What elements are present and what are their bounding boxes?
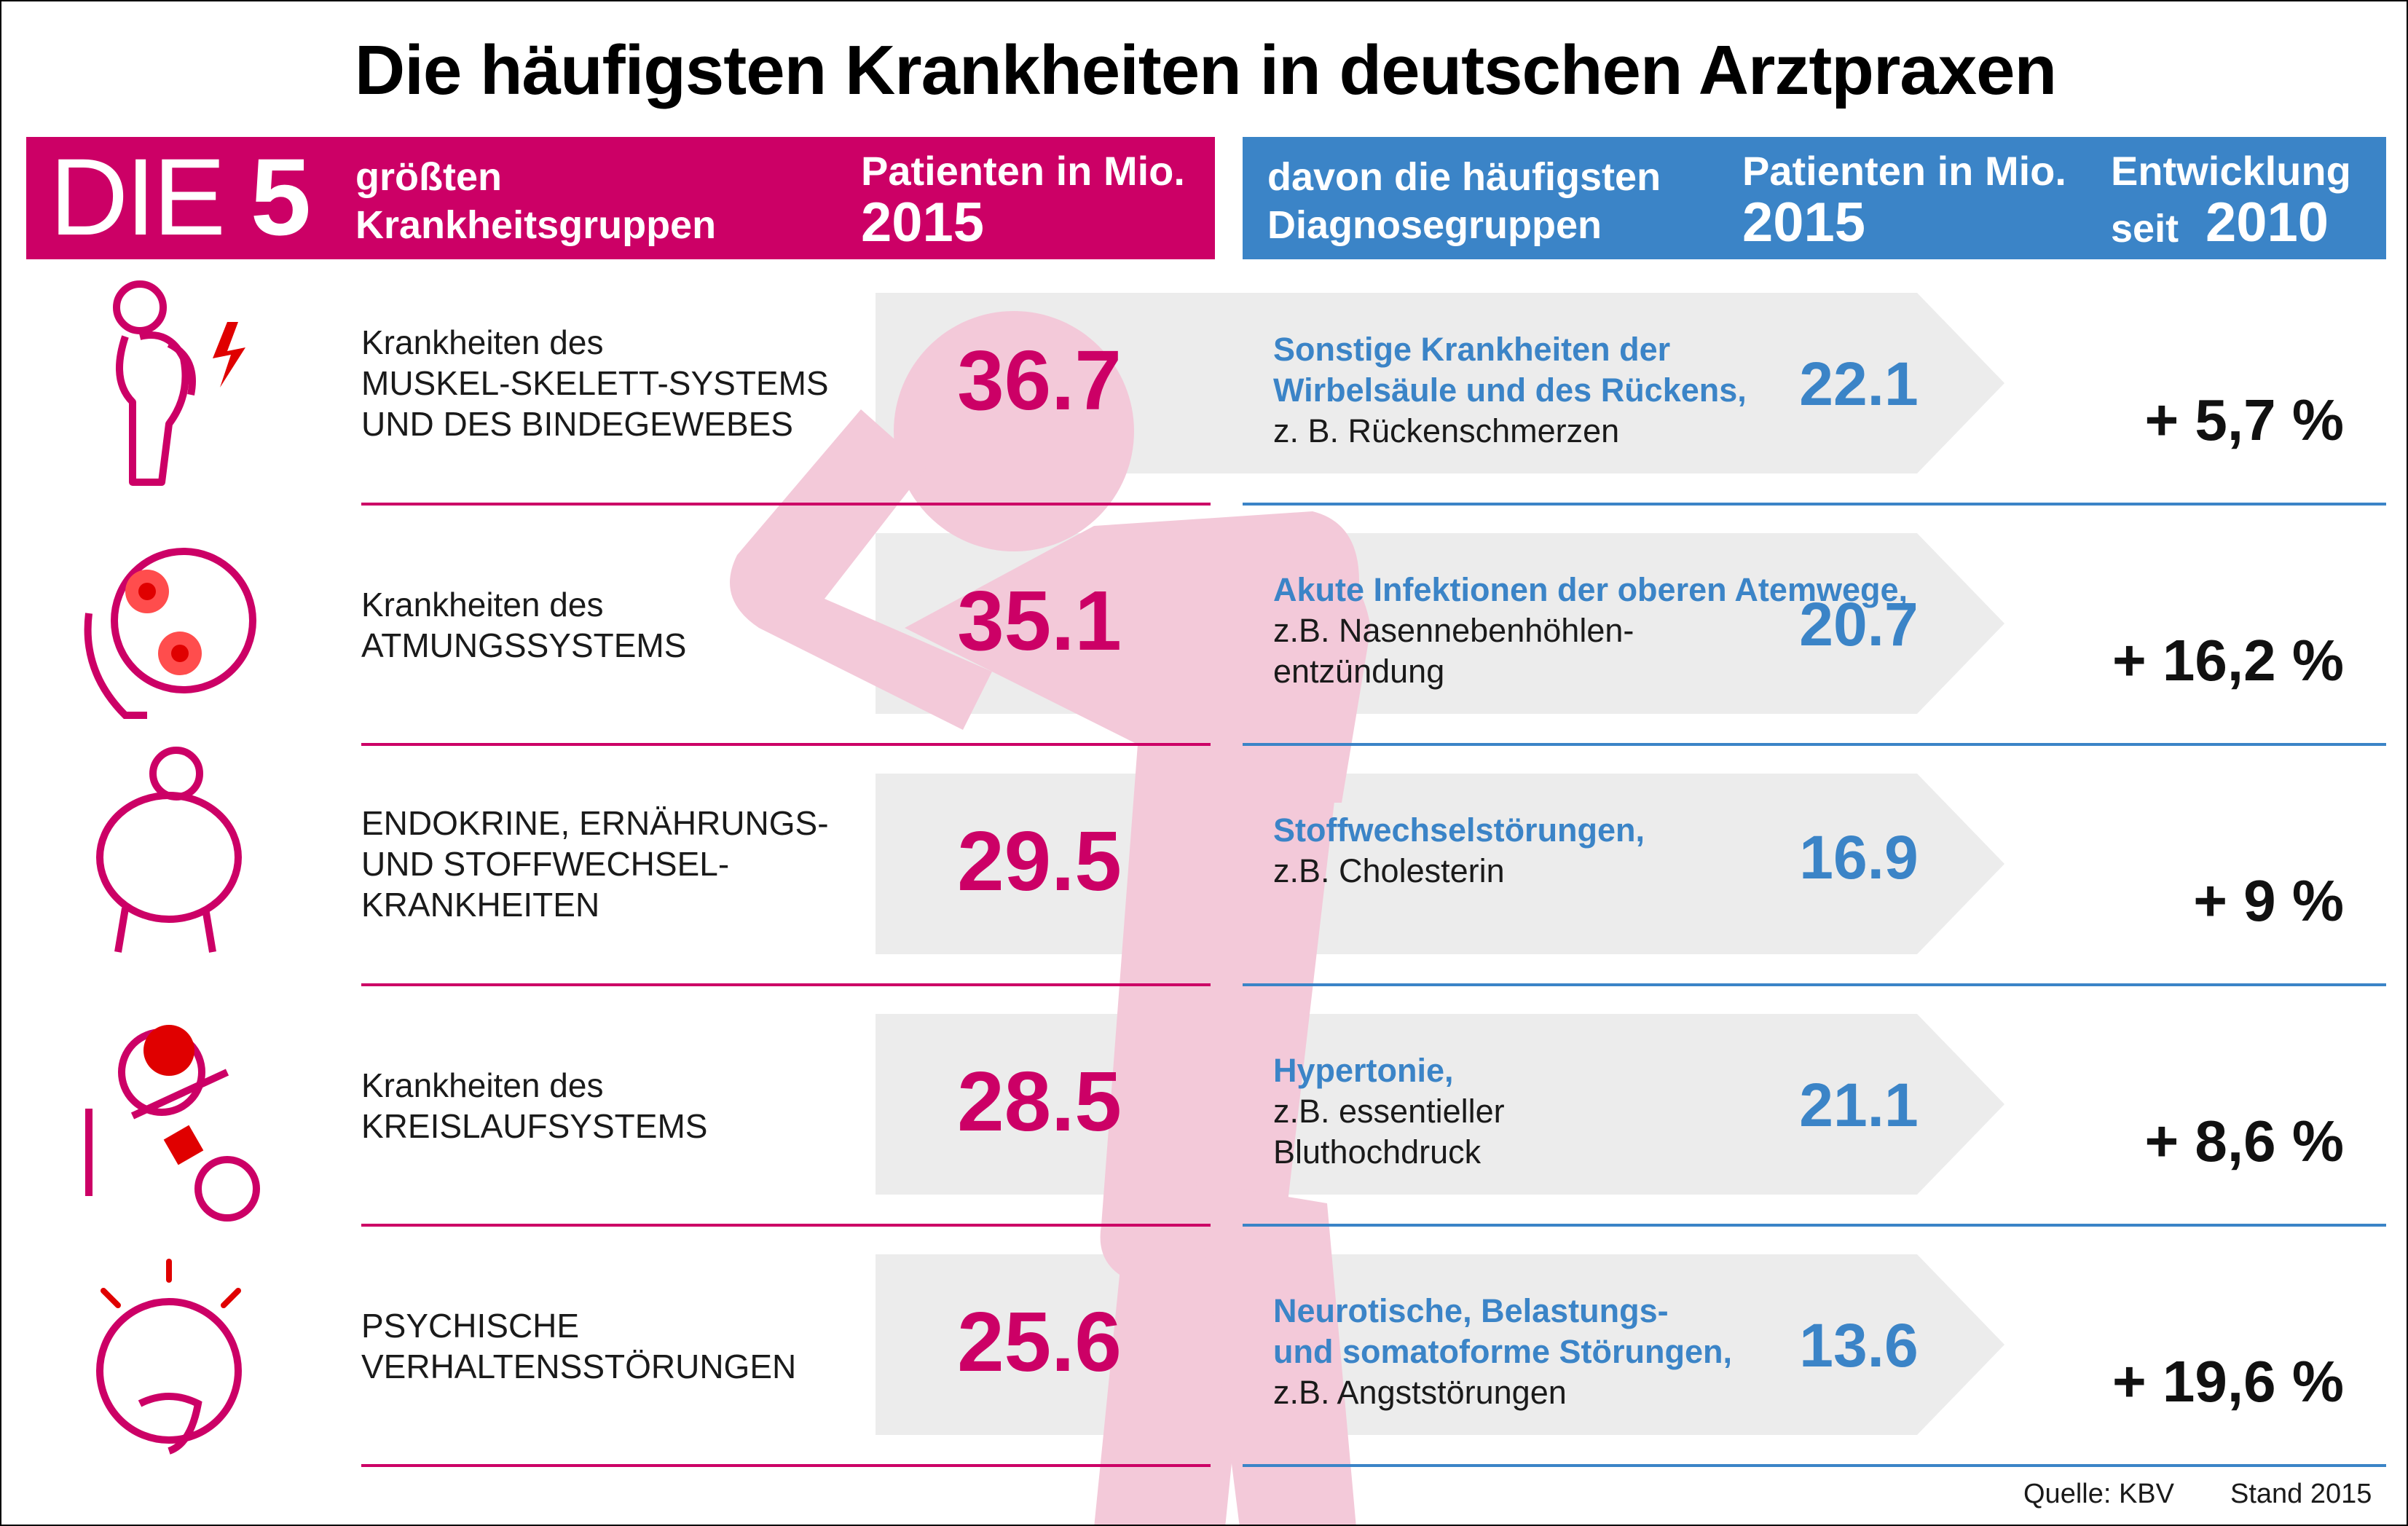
separator-line-left [361, 503, 1211, 506]
group-label-line: UND STOFFWECHSEL- [361, 845, 730, 883]
diagnosis-value: 22.1 [1799, 350, 1919, 418]
diagnosis-line: Stoffwechselstörungen, [1273, 811, 1645, 849]
diagnosis-value: 16.9 [1799, 823, 1919, 892]
diagnosis-example-line: entzündung [1273, 653, 1445, 690]
subtitle-line-1: größten [355, 155, 502, 199]
group-label-line: Krankheiten des [361, 323, 604, 361]
group-label-line: UND DES BINDEGEWEBES [361, 405, 793, 443]
diagnosis-line: Akute Infektionen der oberen Atemwege, [1273, 571, 1908, 608]
group-value: 28.5 [957, 1054, 1122, 1149]
page-title: Die häufigsten Krankheiten in deutschen … [354, 31, 2057, 109]
diagnosis-label: Neurotische, Belastungs-und somatoforme … [1273, 1291, 1732, 1413]
header-right: davon die häufigsten Diagnosegruppen Pat… [1243, 137, 2386, 259]
separator-line-right [1243, 1464, 2386, 1467]
die-5-label: DIE 5 [50, 135, 311, 258]
diagnosis-line: Sonstige Krankheiten der [1273, 331, 1671, 368]
year-label-left: 2015 [861, 192, 985, 253]
trend-value: + 8,6 % [2144, 1109, 2344, 1173]
diagnosis-example-line: z.B. Nasennebenhöhlen- [1273, 612, 1634, 649]
trend-label: Entwicklung [2111, 148, 2351, 194]
diagnosis-label: Stoffwechselstörungen, z.B. Cholesterin [1273, 810, 1645, 892]
subtitle-line-1: davon die häufigsten [1267, 155, 1661, 199]
separator-line-right [1243, 743, 2386, 746]
diagnosis-example-line: z.B. essentieller [1273, 1093, 1505, 1130]
diagnosis-label: Hypertonie, z.B. essentieller Bluthochdruc… [1273, 1050, 1505, 1173]
group-value: 35.1 [957, 573, 1122, 668]
group-label-line: ATMUNGSSYSTEMS [361, 626, 687, 664]
separator-line-left [361, 983, 1211, 986]
header-right-subtitle: davon die häufigsten Diagnosegruppen [1267, 153, 1661, 249]
five-text: 5 [250, 135, 311, 258]
group-label: Krankheiten des KREISLAUFSYSTEMS [361, 1065, 707, 1147]
patients-label-left: Patienten in Mio. [861, 148, 1185, 194]
diagnosis-example-line: Bluthochdruck [1273, 1133, 1482, 1171]
patients-label-right: Patienten in Mio. [1742, 148, 2066, 194]
trend-value: + 19,6 % [2112, 1349, 2344, 1414]
separator-line-right [1243, 983, 2386, 986]
group-label: Krankheiten des ATMUNGSSYSTEMS [361, 584, 686, 666]
diagnosis-example-line: z. B. Rückenschmerzen [1273, 412, 1620, 449]
diagnosis-line: und somatoforme Störungen, [1273, 1333, 1732, 1370]
header-left: DIE 5 größten Krankheitsgruppen Patiente… [26, 137, 1215, 259]
group-label: PSYCHISCHE VERHALTENSSTÖRUNGEN [361, 1305, 796, 1387]
source-label: Quelle: KBV [2023, 1479, 2174, 1509]
trend-value: + 5,7 % [2144, 388, 2344, 452]
separator-line-left [361, 743, 1211, 746]
separator-line-right [1243, 503, 2386, 506]
diagnosis-value: 21.1 [1799, 1071, 1919, 1139]
group-value: 25.6 [957, 1294, 1122, 1389]
separator-line-left [361, 1464, 1211, 1467]
stand-label: Stand 2015 [2230, 1479, 2372, 1509]
anxious-face-icon [96, 1259, 242, 1455]
back-pain-icon [113, 280, 245, 486]
diagnosis-line: Hypertonie, [1273, 1052, 1454, 1089]
header-left-subtitle: größten Krankheitsgruppen [355, 153, 716, 249]
diagnosis-example-line: z.B. Angststörungen [1273, 1374, 1567, 1411]
group-label: ENDOKRINE, ERNÄHRUNGS- UND STOFFWECHSEL- K… [361, 803, 829, 925]
group-label-line: KRANKHEITEN [361, 886, 600, 924]
diagnosis-line: Neurotische, Belastungs- [1273, 1292, 1669, 1329]
subtitle-line-2: Diagnosegruppen [1267, 203, 1602, 247]
group-label-line: VERHALTENSSTÖRUNGEN [361, 1348, 797, 1385]
separator-line-left [361, 1224, 1211, 1227]
diagnosis-line: Wirbelsäule und des Rückens, [1273, 371, 1747, 409]
die-text: DIE [50, 135, 226, 258]
subtitle-line-2: Krankheitsgruppen [355, 203, 717, 247]
separator-line-right [1243, 1224, 2386, 1227]
diagnosis-value: 20.7 [1799, 590, 1919, 658]
group-label: Krankheiten des MUSKEL-SKELETT-SYSTEMS UND… [361, 322, 829, 444]
trend-since-label: seit [2111, 207, 2179, 251]
diagnosis-label: Sonstige Krankheiten der Wirbelsäule und … [1273, 329, 1747, 452]
group-label-line: Krankheiten des [361, 586, 604, 624]
diagnosis-example-line: z.B. Cholesterin [1273, 852, 1505, 889]
group-label-line: PSYCHISCHE [361, 1307, 580, 1345]
trend-year-label: 2010 [2206, 192, 2329, 253]
group-label-line: ENDOKRINE, ERNÄHRUNGS- [361, 804, 829, 842]
group-label-line: Krankheiten des [361, 1066, 604, 1104]
blood-pressure-icon [85, 1025, 260, 1222]
group-value: 36.7 [957, 333, 1122, 428]
overweight-icon [96, 747, 242, 953]
group-label-line: MUSKEL-SKELETT-SYSTEMS [361, 364, 829, 402]
sick-face-icon [84, 548, 256, 719]
diagnosis-label: Akute Infektionen der oberen Atemwege, z.… [1273, 570, 1908, 692]
group-value: 29.5 [957, 814, 1122, 908]
year-label-right: 2015 [1742, 192, 1866, 253]
diagnosis-value: 13.6 [1799, 1311, 1919, 1380]
group-label-line: KREISLAUFSYSTEMS [361, 1107, 708, 1145]
trend-value: + 9 % [2193, 868, 2344, 933]
arrow-band [876, 293, 2004, 473]
trend-value: + 16,2 % [2112, 628, 2344, 693]
